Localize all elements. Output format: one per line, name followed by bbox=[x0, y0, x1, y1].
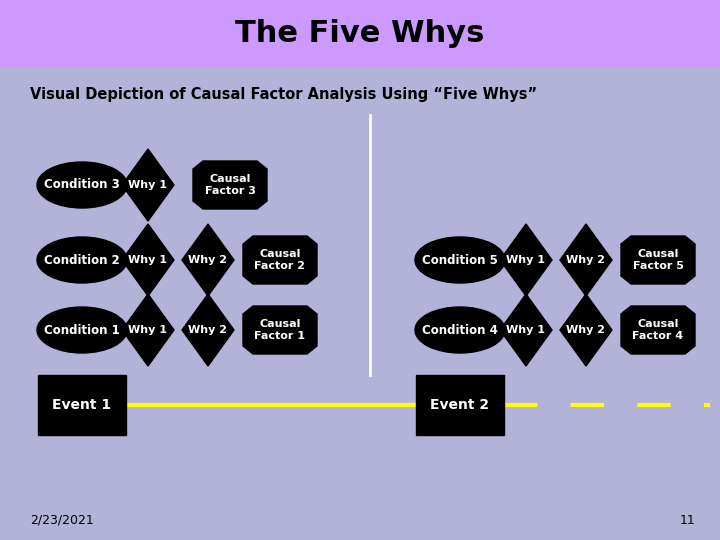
FancyBboxPatch shape bbox=[416, 375, 504, 435]
Text: Condition 5: Condition 5 bbox=[422, 253, 498, 267]
Polygon shape bbox=[243, 236, 317, 284]
Text: Visual Depiction of Causal Factor Analysis Using “Five Whys”: Visual Depiction of Causal Factor Analys… bbox=[30, 87, 537, 103]
Text: Causal
Factor 4: Causal Factor 4 bbox=[632, 319, 683, 341]
Polygon shape bbox=[193, 161, 267, 209]
Polygon shape bbox=[122, 224, 174, 296]
Ellipse shape bbox=[415, 307, 505, 353]
Ellipse shape bbox=[415, 237, 505, 283]
Text: The Five Whys: The Five Whys bbox=[235, 19, 485, 49]
Polygon shape bbox=[182, 294, 234, 366]
Text: Why 1: Why 1 bbox=[128, 255, 168, 265]
Polygon shape bbox=[621, 236, 695, 284]
Text: Why 2: Why 2 bbox=[567, 325, 606, 335]
FancyBboxPatch shape bbox=[0, 0, 720, 68]
Polygon shape bbox=[500, 224, 552, 296]
Text: Condition 2: Condition 2 bbox=[44, 253, 120, 267]
Ellipse shape bbox=[37, 237, 127, 283]
Polygon shape bbox=[122, 294, 174, 366]
Text: Causal
Factor 5: Causal Factor 5 bbox=[633, 249, 683, 271]
Text: Why 2: Why 2 bbox=[567, 255, 606, 265]
Polygon shape bbox=[122, 149, 174, 221]
Text: Why 1: Why 1 bbox=[128, 180, 168, 190]
Polygon shape bbox=[560, 294, 612, 366]
Polygon shape bbox=[243, 306, 317, 354]
Ellipse shape bbox=[37, 162, 127, 208]
Text: Event 1: Event 1 bbox=[53, 398, 112, 412]
Text: Why 1: Why 1 bbox=[506, 325, 546, 335]
Text: Why 1: Why 1 bbox=[506, 255, 546, 265]
Text: 2/23/2021: 2/23/2021 bbox=[30, 514, 94, 526]
Text: Causal
Factor 3: Causal Factor 3 bbox=[204, 174, 256, 196]
Text: Event 2: Event 2 bbox=[431, 398, 490, 412]
Text: Causal
Factor 1: Causal Factor 1 bbox=[254, 319, 305, 341]
Text: Why 1: Why 1 bbox=[128, 325, 168, 335]
FancyBboxPatch shape bbox=[38, 375, 126, 435]
Text: Condition 4: Condition 4 bbox=[422, 323, 498, 336]
Text: Why 2: Why 2 bbox=[189, 255, 228, 265]
Text: Condition 1: Condition 1 bbox=[44, 323, 120, 336]
Polygon shape bbox=[560, 224, 612, 296]
Text: Causal
Factor 2: Causal Factor 2 bbox=[254, 249, 305, 271]
Polygon shape bbox=[621, 306, 695, 354]
Text: Condition 3: Condition 3 bbox=[44, 179, 120, 192]
Ellipse shape bbox=[37, 307, 127, 353]
Text: Why 2: Why 2 bbox=[189, 325, 228, 335]
Text: 11: 11 bbox=[679, 514, 695, 526]
Polygon shape bbox=[500, 294, 552, 366]
Polygon shape bbox=[182, 224, 234, 296]
